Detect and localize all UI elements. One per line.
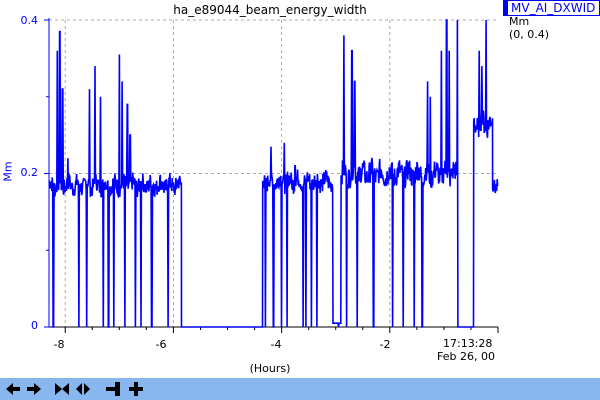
legend-range: (0, 0.4) <box>509 28 550 41</box>
x-tick-label: -2 <box>379 338 391 351</box>
zoom-in-button[interactable] <box>128 381 144 397</box>
scroll-left-button[interactable] <box>5 381 21 397</box>
zoom-out-time-button[interactable] <box>75 381 91 397</box>
toolbar <box>0 378 600 400</box>
legend-swatch <box>504 1 508 15</box>
arrow-left-icon <box>6 383 20 395</box>
bar-left-icon <box>106 382 120 396</box>
arrow-right-icon <box>27 383 41 395</box>
y-tick-label: 0 <box>31 319 38 332</box>
x-tick-label: -8 <box>53 338 65 351</box>
x-axis-label: (Hours) <box>249 362 291 375</box>
x-tick-label: -4 <box>270 338 282 351</box>
x-tick-label: -6 <box>155 338 167 351</box>
legend-series-box[interactable]: MV_AI_DXWID <box>503 0 600 16</box>
chart-title: ha_e89044_beam_energy_width <box>173 3 367 17</box>
legend-units: Mm <box>509 15 530 28</box>
scroll-right-button[interactable] <box>26 381 42 397</box>
plus-icon <box>129 382 143 396</box>
end-time-label: 17:13:28 <box>443 337 493 350</box>
y-tick-label: 0.2 <box>20 166 39 179</box>
y-tick-label: 0.4 <box>20 14 39 27</box>
end-date-label: Feb 26, 00 <box>437 350 495 363</box>
bowtie-out-icon <box>76 383 90 395</box>
bowtie-in-icon <box>55 383 69 395</box>
legend-series-name: MV_AI_DXWID <box>511 1 596 15</box>
y-axis-label: Mm <box>1 161 15 182</box>
series-line-MV_AI_DXWID <box>48 19 499 328</box>
pan-bar-button[interactable] <box>105 381 121 397</box>
chart-plot <box>44 18 499 333</box>
zoom-in-time-button[interactable] <box>54 381 70 397</box>
